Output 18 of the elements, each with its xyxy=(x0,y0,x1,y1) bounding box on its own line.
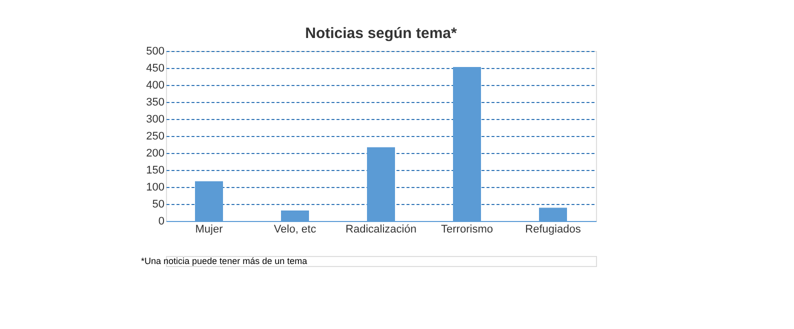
y-tick-label: 150 xyxy=(146,164,164,176)
x-tick-label: Radicalización xyxy=(346,224,416,236)
x-tick-label: Terrorismo xyxy=(441,224,493,236)
y-tick-label: 350 xyxy=(146,96,164,108)
y-tick-label: 200 xyxy=(146,148,164,160)
y-tick-label: 50 xyxy=(152,198,164,210)
y-tick-label: 250 xyxy=(146,130,164,142)
y-tick-label: 400 xyxy=(146,80,164,92)
x-tick-label: Mujer xyxy=(195,224,224,236)
y-tick-label: 300 xyxy=(146,114,164,126)
y-tick-label: 100 xyxy=(146,182,164,194)
y-tick-label: 0 xyxy=(158,216,164,228)
x-tick-label: Velo, etc xyxy=(274,224,317,236)
y-tick-label: 500 xyxy=(146,46,164,58)
chart-title: Noticias según tema* xyxy=(305,25,458,42)
x-tick-label: Refugiados xyxy=(525,224,582,236)
y-tick-label: 450 xyxy=(146,62,164,74)
text: *Una noticia puede tener más de un tema xyxy=(141,256,308,266)
